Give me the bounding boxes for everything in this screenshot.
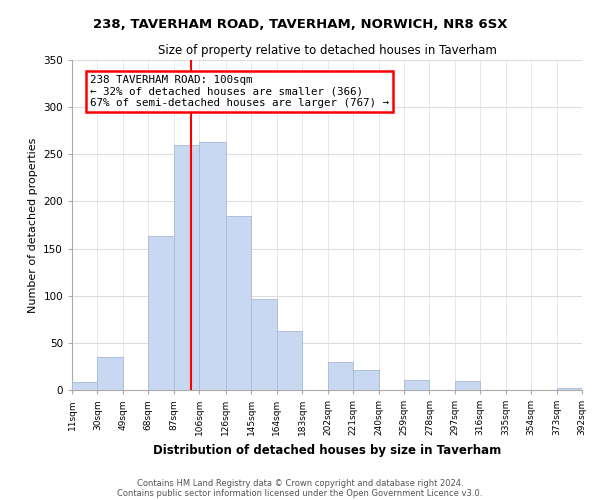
Text: Contains HM Land Registry data © Crown copyright and database right 2024.: Contains HM Land Registry data © Crown c… (137, 478, 463, 488)
Bar (557, 388, 582, 390)
Bar (277, 330, 302, 390)
Bar (174, 145, 199, 390)
X-axis label: Distribution of detached houses by size in Taverham: Distribution of detached houses by size … (153, 444, 501, 456)
Title: Size of property relative to detached houses in Taverham: Size of property relative to detached ho… (158, 44, 496, 58)
Y-axis label: Number of detached properties: Number of detached properties (28, 138, 38, 312)
Bar (199, 142, 226, 390)
Bar (353, 370, 379, 390)
Bar (251, 298, 277, 390)
Text: 238 TAVERHAM ROAD: 100sqm
← 32% of detached houses are smaller (366)
67% of semi: 238 TAVERHAM ROAD: 100sqm ← 32% of detac… (90, 75, 389, 108)
Bar (72, 382, 97, 390)
Text: Contains public sector information licensed under the Open Government Licence v3: Contains public sector information licen… (118, 488, 482, 498)
Bar (226, 216, 251, 390)
Text: 238, TAVERHAM ROAD, TAVERHAM, NORWICH, NR8 6SX: 238, TAVERHAM ROAD, TAVERHAM, NORWICH, N… (93, 18, 507, 30)
Bar (455, 380, 480, 390)
Bar (97, 357, 123, 390)
Bar (328, 362, 353, 390)
Bar (404, 380, 430, 390)
Bar (148, 236, 174, 390)
